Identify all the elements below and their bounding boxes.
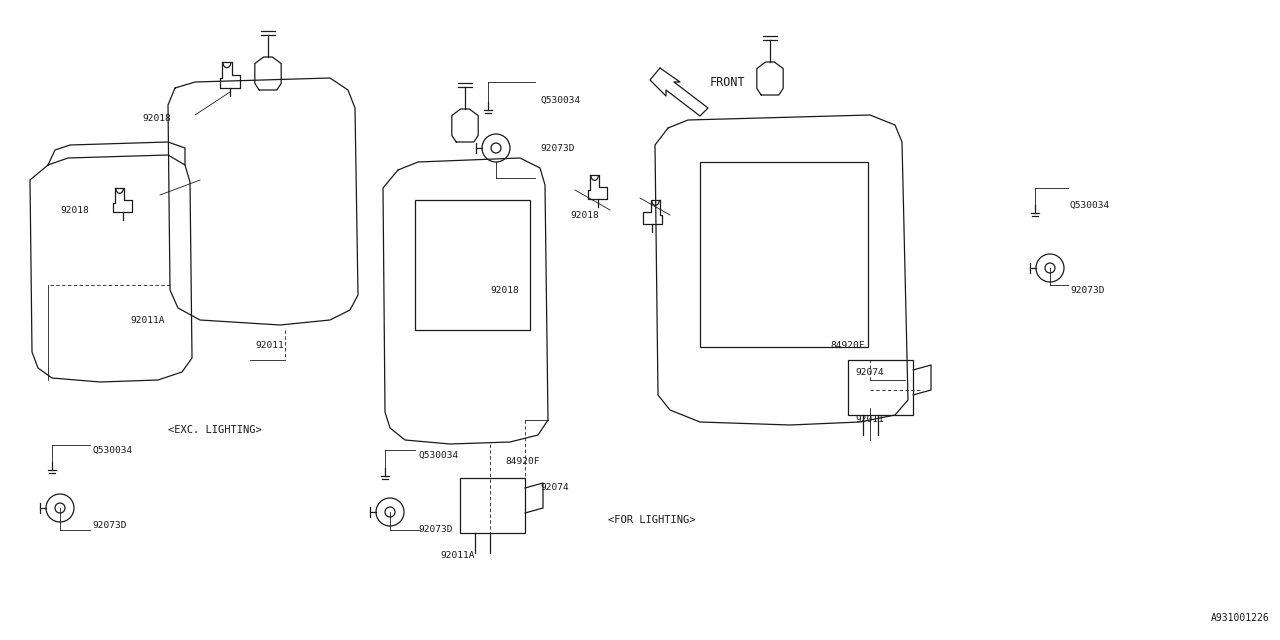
Text: 92011: 92011 bbox=[855, 415, 883, 424]
Text: 84920F: 84920F bbox=[506, 458, 539, 467]
Text: FRONT: FRONT bbox=[710, 76, 746, 88]
Text: 92073D: 92073D bbox=[419, 525, 453, 534]
Text: Q530034: Q530034 bbox=[1070, 200, 1110, 209]
Text: 92011A: 92011A bbox=[440, 550, 475, 559]
Text: <FOR LIGHTING>: <FOR LIGHTING> bbox=[608, 515, 695, 525]
Text: 92011A: 92011A bbox=[131, 316, 165, 324]
Text: 92018: 92018 bbox=[570, 211, 599, 220]
Text: A931001226: A931001226 bbox=[1211, 613, 1270, 623]
Bar bbox=[415, 200, 530, 330]
Text: <EXC. LIGHTING>: <EXC. LIGHTING> bbox=[168, 425, 261, 435]
Text: 92073D: 92073D bbox=[540, 143, 575, 152]
Text: 92073D: 92073D bbox=[92, 520, 127, 529]
Bar bbox=[700, 162, 868, 347]
Text: Q530034: Q530034 bbox=[540, 95, 580, 104]
Text: 92074: 92074 bbox=[540, 483, 568, 493]
Text: 84920F: 84920F bbox=[829, 340, 864, 349]
Text: 92011: 92011 bbox=[255, 340, 284, 349]
Text: 92018: 92018 bbox=[142, 113, 170, 122]
Text: 92018: 92018 bbox=[490, 285, 518, 294]
Text: 92073D: 92073D bbox=[1070, 285, 1105, 294]
Bar bbox=[849, 360, 913, 415]
Text: Q530034: Q530034 bbox=[92, 445, 132, 454]
Text: Q530034: Q530034 bbox=[419, 451, 458, 460]
Text: 92074: 92074 bbox=[855, 367, 883, 376]
Text: 92018: 92018 bbox=[60, 205, 88, 214]
Bar bbox=[460, 478, 525, 533]
